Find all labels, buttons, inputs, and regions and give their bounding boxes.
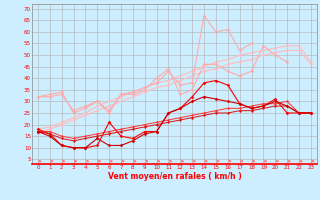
- X-axis label: Vent moyen/en rafales ( km/h ): Vent moyen/en rafales ( km/h ): [108, 172, 241, 181]
